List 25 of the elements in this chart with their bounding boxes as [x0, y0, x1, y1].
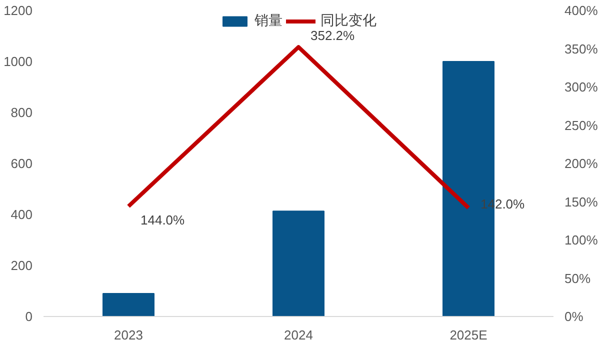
y2-tick-label: 250% [564, 118, 598, 133]
y-tick-label: 0 [25, 309, 33, 324]
bar [102, 293, 154, 316]
y-tick-label: 1200 [4, 3, 32, 18]
y-tick-label: 400 [10, 207, 33, 222]
y2-tick-label: 150% [564, 194, 598, 210]
x-tick-label: 2024 [284, 328, 313, 342]
y-tick-label: 200 [10, 258, 33, 273]
y-tick-label: 600 [10, 156, 33, 171]
legend-label: 同比变化 [320, 12, 376, 30]
bar [272, 210, 324, 316]
legend-label: 销量 [254, 12, 282, 30]
data-label: 144.0% [140, 212, 186, 228]
y2-tick-label: 100% [564, 232, 598, 248]
y2-tick-label: 0% [564, 309, 584, 324]
data-label: 352.2% [310, 28, 356, 44]
y2-tick-label: 350% [564, 41, 598, 56]
y2-tick-label: 400% [564, 3, 598, 18]
y2-tick-label: 200% [564, 156, 598, 171]
y2-tick-label: 50% [564, 270, 591, 286]
y2-tick-label: 300% [564, 80, 598, 94]
y-tick-label: 1000 [4, 54, 32, 69]
y-tick-label: 800 [10, 105, 33, 120]
x-tick-label: 2023 [114, 328, 143, 342]
x-tick-label: 2025E [450, 328, 488, 342]
